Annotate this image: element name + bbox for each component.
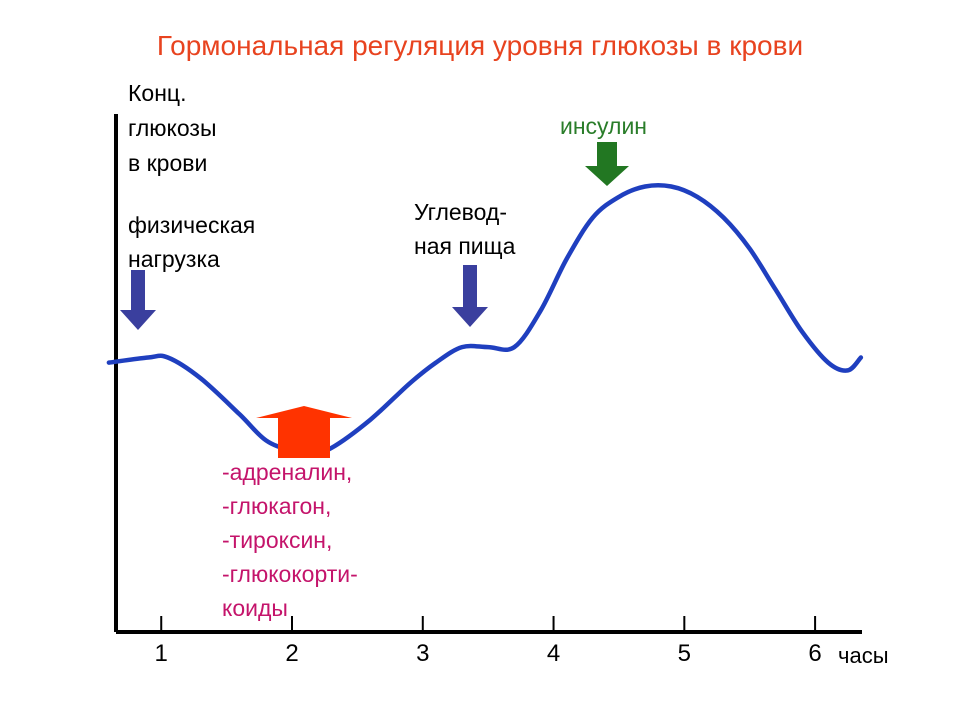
insulin-annotation: инсулин	[560, 113, 648, 139]
food-annotation-line: ная пища	[414, 233, 516, 259]
hormone-item: -адреналин,	[222, 459, 353, 485]
x-tick-label: 4	[546, 640, 561, 667]
y-axis-label-line: Конц.	[128, 80, 187, 106]
x-tick-label: 6	[808, 640, 822, 667]
x-tick-label: 2	[285, 640, 299, 667]
hormone-item: -глюкагон,	[222, 493, 332, 519]
exercise-annotation-line: нагрузка	[128, 246, 220, 272]
x-tick-label: 3	[416, 640, 430, 667]
page-title: Гормональная регуляция уровня глюкозы в …	[156, 30, 804, 61]
up-arrow-red-icon	[256, 406, 352, 458]
exercise-annotation-line: физическая	[128, 212, 256, 238]
down-arrow-blue-icon	[120, 270, 156, 330]
x-axis-unit-label: часы	[838, 643, 889, 668]
y-axis-label: Конц. глюкозы в крови	[128, 76, 217, 181]
hormone-item: коиды	[222, 595, 288, 621]
x-ticks	[160, 616, 817, 632]
down-arrow-blue-icon	[452, 265, 488, 327]
food-annotation: Углевод- ная пища	[414, 195, 515, 263]
y-axis-label-line: в крови	[128, 150, 208, 176]
down-arrow-green-icon	[585, 142, 629, 186]
x-tick-label: 1	[154, 640, 168, 667]
x-tick-label: 5	[677, 640, 691, 667]
food-annotation-line: Углевод-	[414, 199, 507, 225]
hormone-item: -тироксин,	[222, 527, 333, 553]
exercise-annotation: физическая нагрузка	[128, 208, 255, 276]
hormones-annotation: -адреналин, -глюкагон, -тироксин, -глюко…	[222, 455, 358, 625]
hormone-item: -глюкокорти-	[222, 561, 358, 587]
y-axis-label-line: глюкозы	[128, 115, 217, 141]
glucose-curve	[106, 182, 864, 456]
